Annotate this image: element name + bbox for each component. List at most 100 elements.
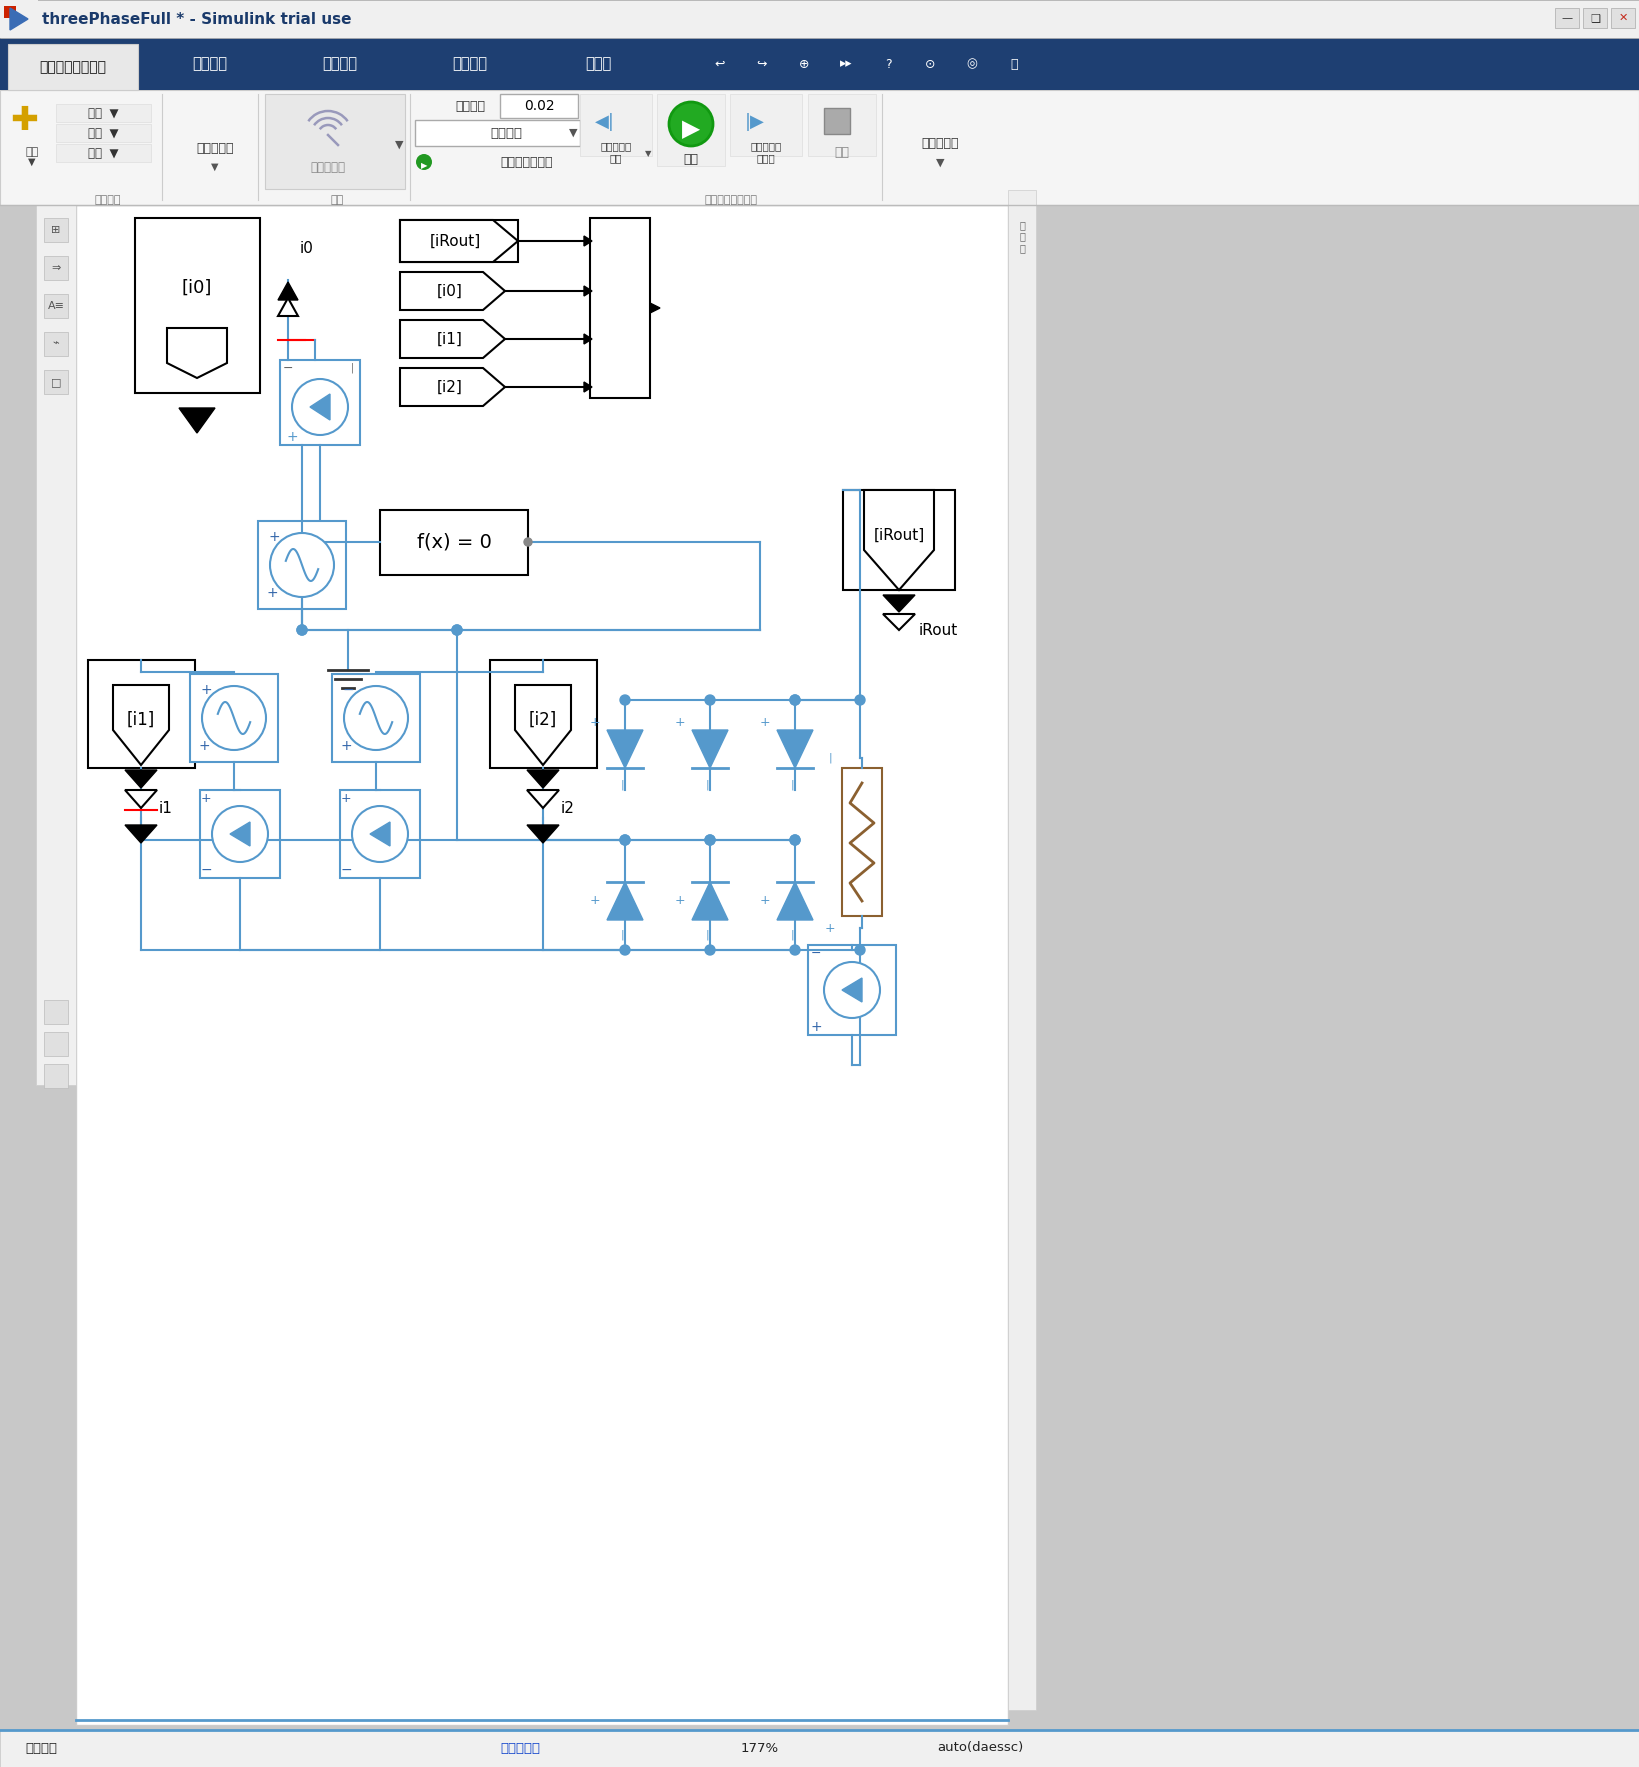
Text: +: + <box>675 716 685 728</box>
Text: [iRout]: [iRout] <box>874 528 924 542</box>
Text: [i2]: [i2] <box>529 710 557 730</box>
Polygon shape <box>279 299 298 316</box>
Text: ステップを
戻す: ステップを 戻す <box>600 141 631 163</box>
Circle shape <box>620 836 629 845</box>
Text: [i0]: [i0] <box>182 279 211 297</box>
Bar <box>44 1064 67 1088</box>
Text: |: | <box>620 779 624 790</box>
Text: 準備: 準備 <box>331 194 344 205</box>
Circle shape <box>620 694 629 705</box>
Bar <box>56 124 151 141</box>
Polygon shape <box>777 882 813 921</box>
Text: ✕: ✕ <box>1618 12 1628 23</box>
Circle shape <box>669 102 713 147</box>
Circle shape <box>790 945 800 954</box>
Circle shape <box>292 378 347 435</box>
Bar <box>5 94 56 155</box>
Bar <box>1008 191 1036 1710</box>
Text: ▶: ▶ <box>682 117 700 141</box>
Polygon shape <box>279 283 298 300</box>
Text: +: + <box>266 587 279 601</box>
Text: i0: i0 <box>300 240 315 256</box>
Text: ツ
ー
ル: ツ ー ル <box>1019 221 1024 253</box>
Circle shape <box>856 694 865 705</box>
Bar <box>500 94 579 118</box>
Polygon shape <box>583 286 592 297</box>
Circle shape <box>344 686 408 749</box>
Circle shape <box>452 626 462 634</box>
Circle shape <box>856 945 865 954</box>
Text: ↪: ↪ <box>757 58 767 71</box>
Text: 結果の確認: 結果の確認 <box>921 136 959 150</box>
Circle shape <box>790 694 800 705</box>
Text: ⬛: ⬛ <box>1010 58 1018 71</box>
Text: [i2]: [i2] <box>438 380 462 394</box>
Polygon shape <box>310 394 329 421</box>
Text: ⊙: ⊙ <box>924 58 936 71</box>
Text: +: + <box>760 894 770 906</box>
Text: デバッグ: デバッグ <box>192 57 228 71</box>
Bar <box>0 0 38 39</box>
Text: モデル化: モデル化 <box>323 57 357 71</box>
Polygon shape <box>125 770 157 788</box>
Polygon shape <box>400 368 505 406</box>
Text: −: − <box>341 862 352 876</box>
Bar <box>44 1000 67 1025</box>
Bar <box>842 489 956 590</box>
Text: |: | <box>705 929 708 940</box>
Text: auto(daessc): auto(daessc) <box>938 1742 1023 1755</box>
Text: +: + <box>341 739 352 753</box>
Bar <box>44 256 67 279</box>
Text: ▼: ▼ <box>395 140 403 150</box>
Polygon shape <box>125 790 157 808</box>
Text: −: − <box>343 684 354 696</box>
Text: i2: i2 <box>561 800 575 816</box>
Text: A≡: A≡ <box>48 300 64 311</box>
Circle shape <box>620 945 629 954</box>
Text: ⊞: ⊞ <box>51 224 61 235</box>
Text: ↩: ↩ <box>715 58 724 71</box>
Circle shape <box>270 534 334 597</box>
Polygon shape <box>883 613 915 631</box>
Text: 新規: 新規 <box>25 147 39 157</box>
Text: threePhaseFull * - Simulink trial use: threePhaseFull * - Simulink trial use <box>43 12 351 27</box>
Text: シミュレーション: シミュレーション <box>705 194 757 205</box>
Polygon shape <box>842 977 862 1002</box>
Circle shape <box>352 806 408 862</box>
Text: ファイル: ファイル <box>95 194 121 205</box>
Text: 高速リスタート: 高速リスタート <box>500 155 552 168</box>
Text: ⊕: ⊕ <box>798 58 810 71</box>
Text: —: — <box>1562 12 1572 23</box>
Bar <box>0 90 1639 205</box>
Text: +: + <box>675 894 685 906</box>
Circle shape <box>705 945 715 954</box>
Circle shape <box>790 836 800 845</box>
Text: f(x) = 0: f(x) = 0 <box>416 532 492 551</box>
Circle shape <box>790 836 800 845</box>
Text: ❑: ❑ <box>1590 12 1600 23</box>
Bar <box>8 44 138 90</box>
Text: ◎: ◎ <box>967 58 977 71</box>
Bar <box>36 205 75 1085</box>
Bar <box>134 217 261 392</box>
Bar <box>842 769 882 915</box>
Bar <box>44 369 67 394</box>
Text: ▶: ▶ <box>421 161 428 170</box>
Circle shape <box>705 694 715 705</box>
Text: iRout: iRout <box>919 622 959 638</box>
Text: ▼: ▼ <box>569 127 577 138</box>
Polygon shape <box>370 822 390 846</box>
Bar <box>729 94 801 155</box>
Bar <box>590 217 651 398</box>
Bar <box>44 217 67 242</box>
Text: +: + <box>269 530 280 544</box>
Text: −: − <box>200 862 211 876</box>
Polygon shape <box>777 730 813 769</box>
Bar <box>56 104 151 122</box>
Text: 書式設定: 書式設定 <box>452 57 487 71</box>
Bar <box>75 205 1008 1725</box>
Polygon shape <box>400 221 518 262</box>
Text: 印刷  ▼: 印刷 ▼ <box>89 147 118 159</box>
Polygon shape <box>167 329 226 378</box>
Polygon shape <box>528 790 559 808</box>
